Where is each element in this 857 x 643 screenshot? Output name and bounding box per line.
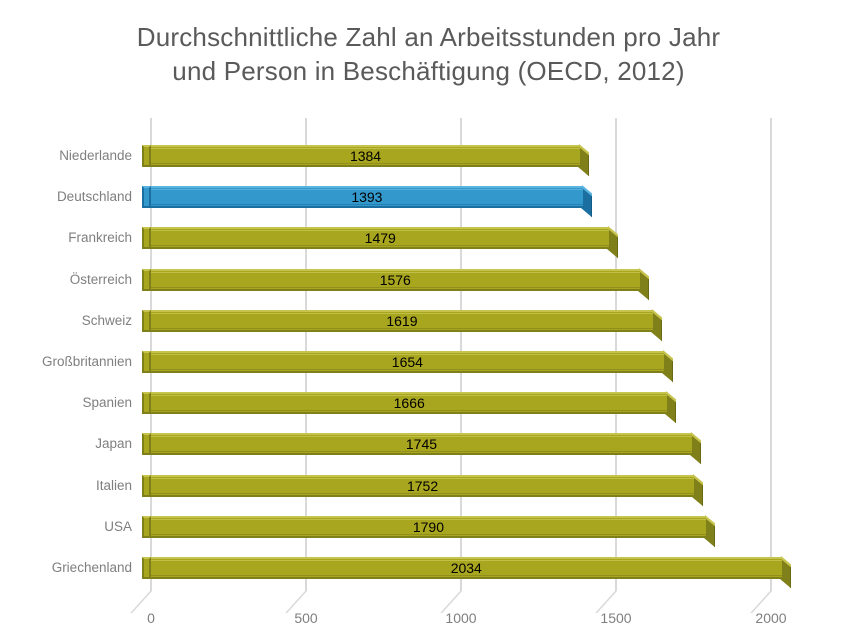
category-label-gro-britannien: Großbritannien [41, 354, 132, 369]
category-label-deutschland: Deutschland [56, 189, 132, 205]
bar-bevel-shadow [142, 533, 706, 535]
bar-bevel-shadow [142, 575, 782, 576]
bar [142, 226, 619, 259]
bar [142, 473, 704, 506]
bar-value-label: 2034 [450, 560, 482, 576]
bar-bevel-shadow [142, 286, 640, 288]
bar-value-label: 1752 [406, 477, 439, 494]
bar-bevel-highlight [142, 518, 706, 520]
bar-bevel-shadow [142, 327, 653, 329]
bar [142, 514, 715, 548]
bar-start-cap-3d [142, 433, 151, 456]
bar-start-cap-3d [142, 351, 151, 373]
chart-title: Durchschnittliche Zahl an Arbeitsstunden… [0, 20, 857, 88]
x-tick-label: 2000 [755, 610, 787, 626]
category-label-schweiz: Schweiz [81, 312, 132, 328]
bar-value-label: 1393 [351, 189, 383, 206]
bar-bevel-highlight [142, 436, 692, 438]
bar-value-label: 1479 [364, 230, 396, 247]
category-label-usa: USA [104, 518, 132, 534]
bar-bevel-shadow [142, 410, 668, 412]
bar-bevel-highlight [142, 230, 610, 232]
bar-value-label: 1619 [386, 312, 418, 329]
bar-value-label: 1384 [349, 148, 382, 164]
bar-bevel-highlight [142, 477, 695, 479]
category-label-italien: Italien [95, 477, 132, 493]
bar-highlighted [142, 185, 592, 218]
bar [142, 267, 649, 300]
bar-bevel-shadow [142, 204, 583, 206]
bar-front-face [142, 433, 692, 456]
bar-bevel-shadow [142, 163, 581, 164]
bar-front-face [142, 227, 610, 250]
bar-start-cap-3d [142, 392, 151, 415]
bar-front-face [142, 145, 581, 167]
bar-front-face [142, 186, 583, 209]
bar-bevel-shadow [142, 492, 695, 494]
bar-bevel-shadow [142, 245, 610, 247]
bar-value-label: 1745 [405, 436, 438, 453]
bar-front-face [142, 268, 640, 291]
category-label-japan: Japan [95, 436, 132, 452]
bar-bevel-highlight [142, 354, 664, 355]
plot-area: 1384 1393 1479 1576 1619 1654 1666 1745 1752 1790… [0, 118, 857, 643]
category-label-spanien: Spanien [82, 395, 132, 411]
x-tick-label: 500 [294, 610, 318, 626]
gridline [770, 118, 772, 591]
category-label-griechenland: Griechenland [51, 560, 132, 575]
bar-start-cap-3d [142, 557, 151, 579]
bar-bevel-highlight [142, 148, 581, 149]
bar-value-label: 1576 [379, 271, 411, 288]
chart-title-line-1: Durchschnittliche Zahl an Arbeitsstunden… [136, 22, 721, 52]
bar-bevel-highlight [142, 189, 583, 191]
bar-front-face [142, 392, 668, 415]
bar-bevel-shadow [142, 369, 664, 370]
bar-bevel-shadow [142, 451, 692, 453]
chart-title-line-2: und Person in Beschäftigung (OECD, 2012) [172, 56, 685, 86]
x-tick-label: 1500 [600, 610, 632, 626]
bar-front-face [142, 351, 664, 373]
bar-front-face [142, 309, 653, 332]
bar-front-face [142, 474, 695, 497]
bar [142, 144, 590, 177]
category-label-frankreich: Frankreich [68, 230, 132, 246]
bar-start-cap-3d [142, 227, 151, 250]
category-label-niederlande: Niederlande [59, 148, 132, 163]
bar-bevel-highlight [142, 395, 668, 397]
bar [142, 308, 662, 342]
bar-value-label: 1790 [412, 518, 445, 535]
category-label--sterreich: Österreich [69, 271, 132, 287]
bar-value-label: 1654 [391, 354, 423, 370]
bar-bevel-highlight [142, 271, 640, 273]
bar-start-cap-3d [142, 186, 151, 209]
x-tick-label: 1000 [445, 610, 477, 626]
bar-front-face [142, 515, 706, 538]
bar-bevel-highlight [142, 560, 782, 561]
bar [142, 391, 677, 424]
bar-start-cap-3d [142, 474, 151, 497]
bar-value-label: 1666 [393, 395, 425, 412]
bar-start-cap-3d [142, 309, 151, 332]
bar [142, 432, 701, 465]
bar [142, 350, 673, 383]
bar-bevel-highlight [142, 312, 653, 314]
bar [142, 556, 791, 589]
x-tick-label: 0 [147, 610, 155, 626]
bar-start-cap-3d [142, 145, 151, 167]
bar-front-face [142, 557, 782, 579]
bar-start-cap-3d [142, 515, 151, 538]
bar-start-cap-3d [142, 268, 151, 291]
